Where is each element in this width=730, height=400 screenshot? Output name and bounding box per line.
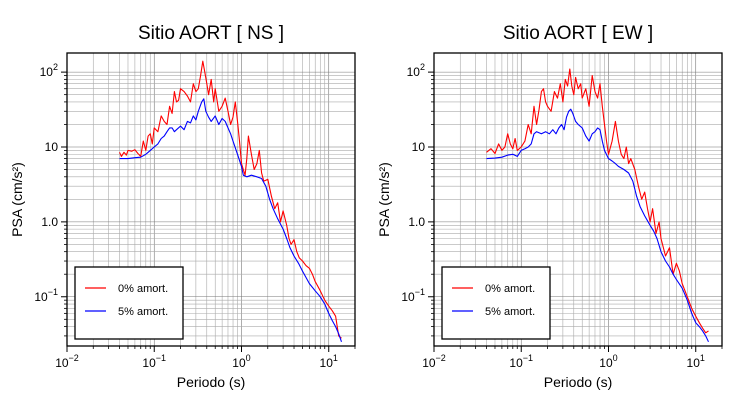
x-tick-label: 101 — [320, 353, 338, 370]
y-tick-label: 1.0 — [408, 215, 425, 229]
y-tick-label: 102 — [407, 62, 425, 79]
y-tick-label: 10 — [45, 140, 59, 154]
series-line-1 — [486, 68, 709, 334]
series-group — [119, 60, 343, 342]
series-group — [486, 68, 709, 343]
y-tick-label: 1.0 — [41, 215, 58, 229]
grid — [67, 53, 355, 346]
chart-title: Sitio AORT [ NS ] — [138, 23, 284, 44]
legend: 0% amort. 5% amort. — [74, 266, 184, 340]
x-tick-label: 101 — [687, 353, 705, 370]
x-tick-label: 10−1 — [509, 353, 533, 370]
y-tick-label: 10−1 — [401, 287, 425, 304]
chart-title: Sitio AORT [ EW ] — [503, 23, 653, 44]
x-tick-label: 100 — [599, 353, 617, 370]
legend-label-1: 0% amort. — [118, 283, 168, 295]
y-tick-label: 102 — [40, 62, 58, 79]
legend-label-2: 5% amort. — [485, 306, 535, 318]
series-line-2 — [119, 98, 343, 342]
chart-panel-2: 10−2 10−1 100 101 10−1 1.0 10 102 Sitio AORT [ E… — [376, 23, 723, 390]
legend-box — [74, 266, 184, 340]
x-tick-label: 100 — [232, 353, 250, 370]
y-tick-label: 10−1 — [34, 287, 58, 304]
legend-box — [441, 266, 551, 340]
legend: 0% amort. 5% amort. — [441, 266, 551, 340]
y-axis-label: PSA (cm/s²) — [9, 162, 25, 237]
series-line-1 — [119, 60, 342, 339]
legend-label-2: 5% amort. — [118, 306, 168, 318]
x-tick-label: 10−2 — [422, 353, 446, 370]
x-tick-label: 10−2 — [55, 353, 79, 370]
series-line-2 — [486, 108, 709, 343]
y-tick-label: 10 — [412, 140, 426, 154]
x-axis-label: Periodo (s) — [177, 374, 245, 390]
legend-label-1: 0% amort. — [485, 283, 535, 295]
x-axis-label: Periodo (s) — [544, 374, 612, 390]
chart-panel-1: 10−2 10−1 100 101 10−1 1.0 10 102 Sitio AORT [ N… — [9, 23, 356, 390]
y-axis-label: PSA (cm/s²) — [376, 162, 392, 237]
x-tick-label: 10−1 — [142, 353, 166, 370]
